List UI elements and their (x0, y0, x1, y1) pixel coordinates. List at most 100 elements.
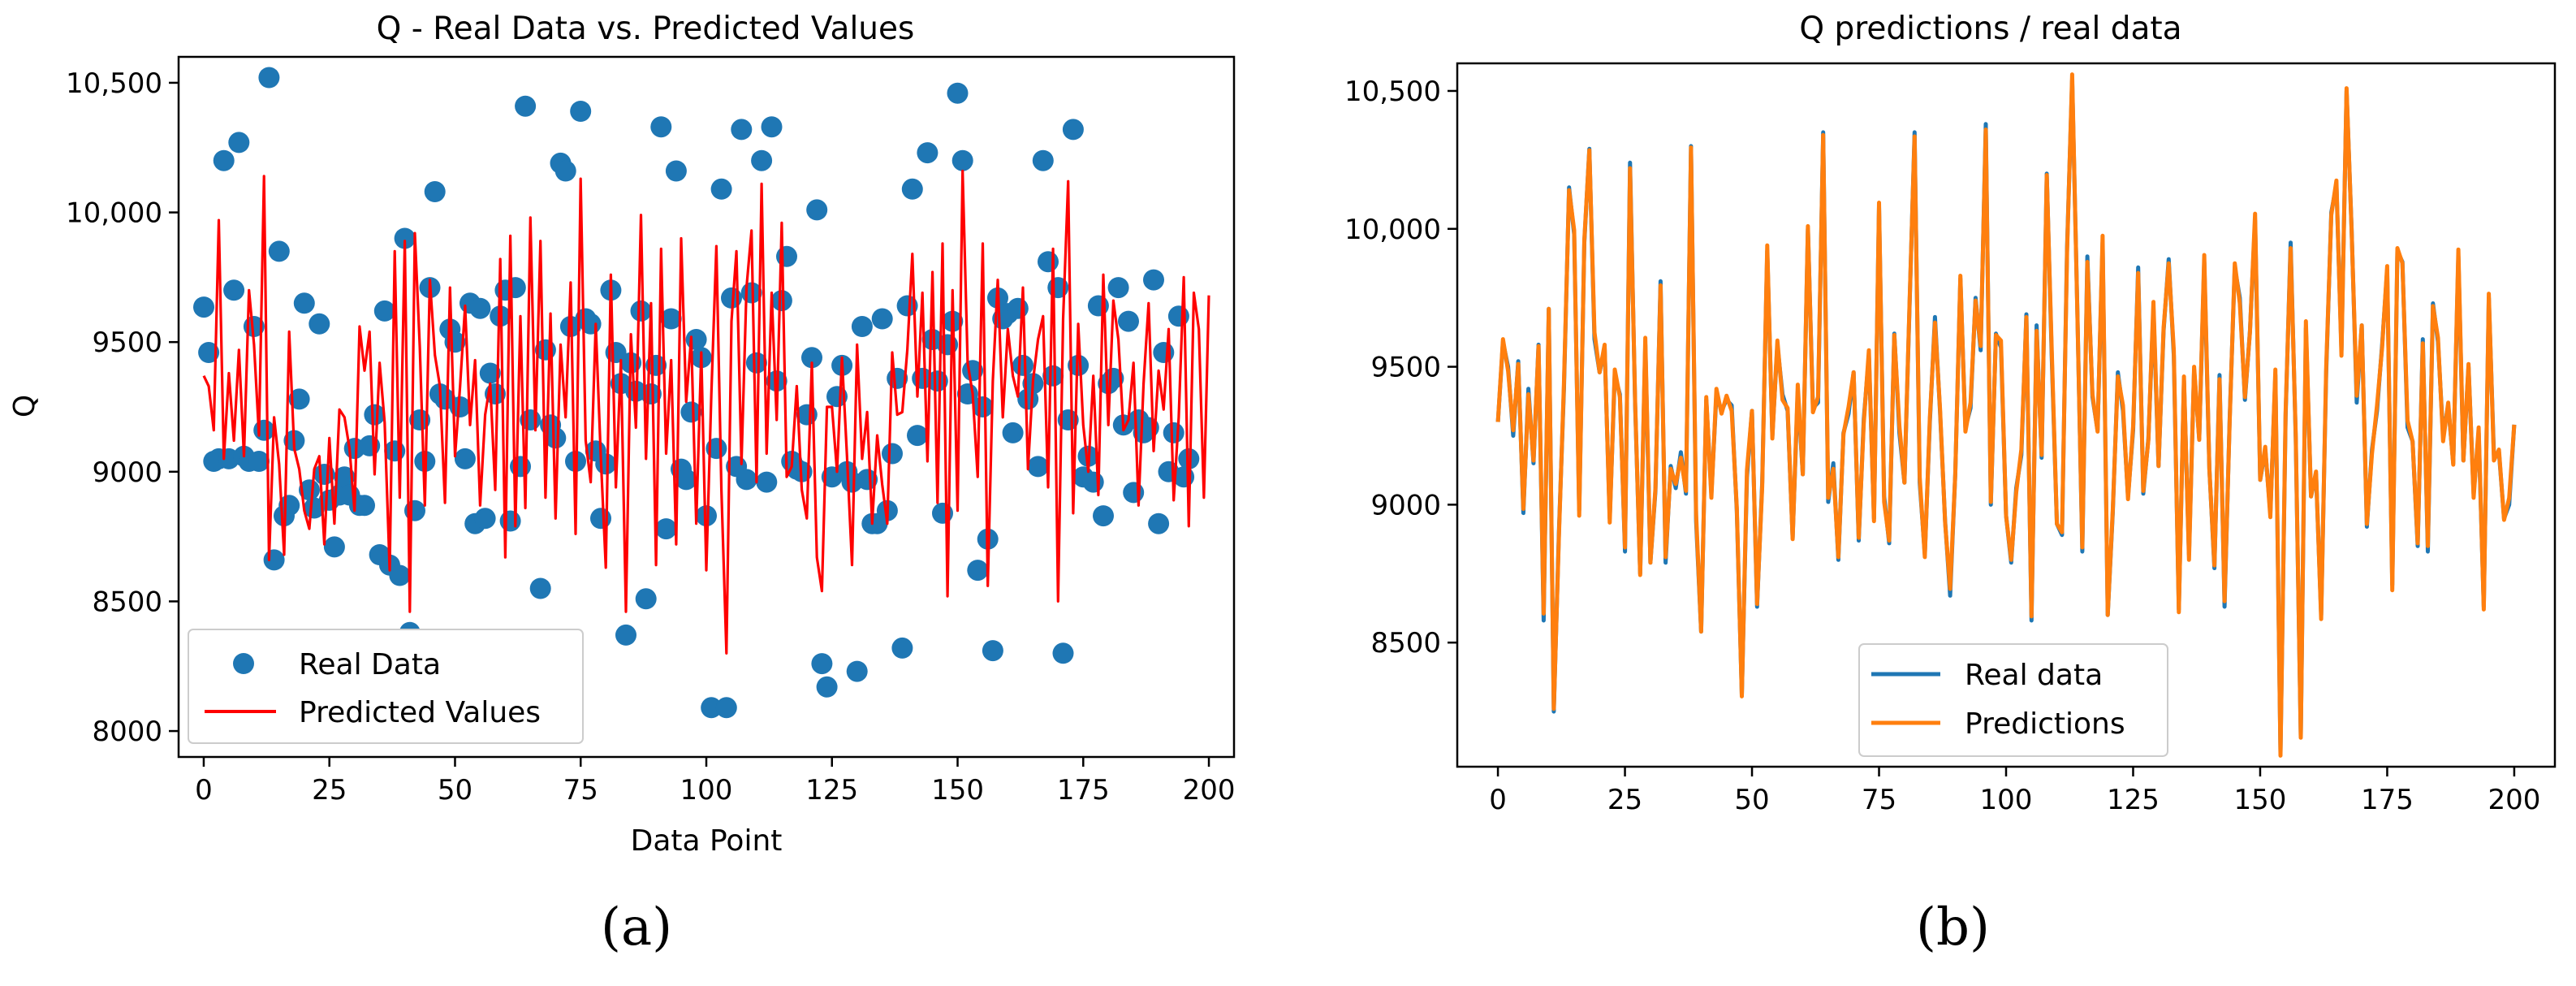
real-data-point (715, 697, 737, 719)
real-data-point (1012, 354, 1033, 376)
real-data-point (882, 443, 903, 465)
y-tick-label: 9500 (1370, 352, 1441, 384)
chart-a-series-group (193, 67, 1210, 719)
real-data-point (756, 471, 778, 493)
real-data-point (1167, 305, 1189, 327)
real-data-point (745, 352, 767, 374)
real-data-point (665, 160, 687, 182)
real-data-point (474, 508, 496, 530)
real-data-point (373, 300, 395, 322)
real-data-point (896, 295, 918, 317)
x-tick-label: 75 (563, 774, 598, 807)
caption-a: (a) (601, 897, 672, 958)
real-data-point (846, 660, 868, 682)
real-data-point (223, 279, 245, 301)
chart-b-ticks: 0 25 50 75 100 125 150 175 200 8500 9000 9500 10,000… (1344, 76, 2540, 816)
y-tick-label: 10,500 (1344, 76, 1441, 108)
real-data-point (1057, 409, 1079, 430)
real-data-point (198, 342, 220, 363)
real-data-point (857, 469, 878, 491)
real-data-point (409, 409, 431, 430)
real-data-point (268, 240, 290, 262)
real-data-point (1052, 642, 1074, 664)
x-tick-label: 175 (2361, 784, 2414, 816)
x-tick-label: 100 (1980, 784, 2033, 816)
real-data-point (570, 101, 592, 122)
real-data-point (947, 82, 969, 104)
real-data-point (1002, 422, 1024, 443)
real-data-point (710, 178, 732, 200)
real-data-point (1123, 482, 1145, 504)
real-data-point (479, 362, 501, 384)
predicted-values-line (202, 169, 1210, 655)
real-data-point (1143, 269, 1164, 291)
real-data-point (736, 469, 757, 491)
real-data-point (193, 296, 214, 318)
real-data-point (354, 495, 375, 517)
real-data-point (635, 588, 657, 610)
real-data-point (1148, 512, 1170, 534)
real-data-point (389, 564, 411, 586)
real-data-point (545, 427, 567, 449)
real-data-point (851, 316, 873, 337)
real-data-point (1153, 342, 1175, 363)
x-tick-label: 200 (1183, 774, 1236, 807)
real-data-point (761, 116, 783, 138)
chart-a-legend-box (188, 629, 584, 744)
legend-predictions-label: Predictions (1965, 707, 2125, 741)
x-tick-label: 50 (438, 774, 472, 807)
y-tick-label: 10,000 (1344, 214, 1441, 246)
real-data-point (972, 396, 994, 417)
chart-b-title: Q predictions / real data (1799, 11, 2181, 47)
real-data-point (554, 160, 576, 182)
y-tick-label: 9000 (1370, 489, 1441, 521)
real-data-point (1178, 448, 1200, 469)
real-data-point (685, 329, 707, 350)
chart-a-plot-area (193, 67, 1210, 719)
real-data-point (394, 227, 416, 249)
real-data-point (650, 116, 672, 138)
real-data-point (776, 245, 797, 267)
y-tick-label: 9000 (92, 456, 162, 489)
real-data-point (504, 277, 526, 299)
predictions-line (1495, 72, 2517, 758)
real-data-point (499, 510, 521, 532)
x-tick-label: 25 (312, 774, 347, 807)
y-tick-label: 8500 (1370, 627, 1441, 659)
chart-a: Q - Real Data vs. Predicted Values 0 25 50… (8, 11, 1236, 858)
real-data-point (595, 453, 617, 475)
real-data-point (323, 536, 345, 558)
x-tick-label: 25 (1607, 784, 1642, 816)
real-data-point (1107, 277, 1129, 299)
real-data-point (1027, 456, 1049, 478)
real-data-point (615, 624, 636, 646)
real-data-point (1042, 365, 1064, 387)
legend-real-data-marker (233, 653, 254, 674)
legend-predicted-values-label: Predicted Values (299, 696, 541, 729)
legend-real-data-label: Real data (1965, 659, 2103, 692)
real-data-point (1082, 471, 1104, 493)
x-tick-label: 125 (805, 774, 858, 807)
real-data-point (660, 308, 682, 330)
real-data-point (1032, 149, 1054, 171)
real-data-point (590, 508, 611, 530)
y-tick-label: 10,500 (66, 67, 162, 100)
x-tick-label: 150 (2234, 784, 2287, 816)
real-data-point (731, 119, 753, 141)
real-data-point (926, 370, 948, 392)
real-data-point (917, 142, 938, 164)
real-data-point (871, 308, 893, 330)
real-data-point (826, 386, 848, 408)
real-data-point (258, 67, 280, 89)
real-data-point (248, 451, 270, 472)
real-data-point (1062, 119, 1084, 141)
real-data-point (253, 419, 275, 441)
chart-a-ticks: 0 25 50 75 100 125 150 175 200 8000 8500 9000 9500 10… (66, 67, 1235, 807)
caption-b-text: (b) (1916, 897, 1990, 958)
y-tick-label: 8000 (92, 716, 162, 748)
y-tick-label: 8500 (92, 586, 162, 618)
real-data-point (293, 292, 315, 314)
x-tick-label: 0 (1489, 784, 1507, 816)
chart-a-x-axis-label: Data Point (631, 824, 783, 858)
